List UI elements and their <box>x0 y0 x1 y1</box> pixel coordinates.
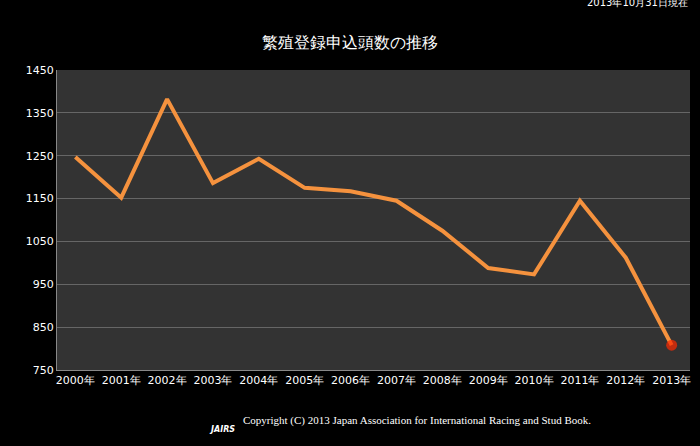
svg-text:2000年: 2000年 <box>56 374 95 387</box>
svg-text:Copyright (C) 2013 Japan Assoc: Copyright (C) 2013 Japan Association for… <box>243 414 591 427</box>
svg-text:950: 950 <box>33 278 54 291</box>
svg-text:1350: 1350 <box>26 107 54 120</box>
svg-text:2009年: 2009年 <box>469 374 508 387</box>
svg-text:2006年: 2006年 <box>331 374 370 387</box>
svg-text:2004年: 2004年 <box>239 374 278 387</box>
svg-text:1450: 1450 <box>26 64 54 77</box>
svg-text:繁殖登録申込頭数の推移: 繁殖登録申込頭数の推移 <box>262 33 438 52</box>
svg-text:2013年10月31日現在: 2013年10月31日現在 <box>587 0 688 8</box>
svg-text:1050: 1050 <box>26 235 54 248</box>
svg-text:1250: 1250 <box>26 150 54 163</box>
svg-text:2002年: 2002年 <box>148 374 187 387</box>
svg-text:1150: 1150 <box>26 192 54 205</box>
svg-text:2001年: 2001年 <box>102 374 141 387</box>
svg-text:2013年: 2013年 <box>652 374 691 387</box>
svg-text:2007年: 2007年 <box>377 374 416 387</box>
svg-text:JAIRS: JAIRS <box>209 425 235 434</box>
svg-text:750: 750 <box>33 364 54 377</box>
svg-text:2010年: 2010年 <box>515 374 554 387</box>
svg-text:2005年: 2005年 <box>285 374 324 387</box>
svg-text:2011年: 2011年 <box>560 374 599 387</box>
svg-text:2003年: 2003年 <box>193 374 232 387</box>
svg-text:2008年: 2008年 <box>423 374 462 387</box>
svg-text:850: 850 <box>33 321 54 334</box>
svg-text:2012年: 2012年 <box>606 374 645 387</box>
